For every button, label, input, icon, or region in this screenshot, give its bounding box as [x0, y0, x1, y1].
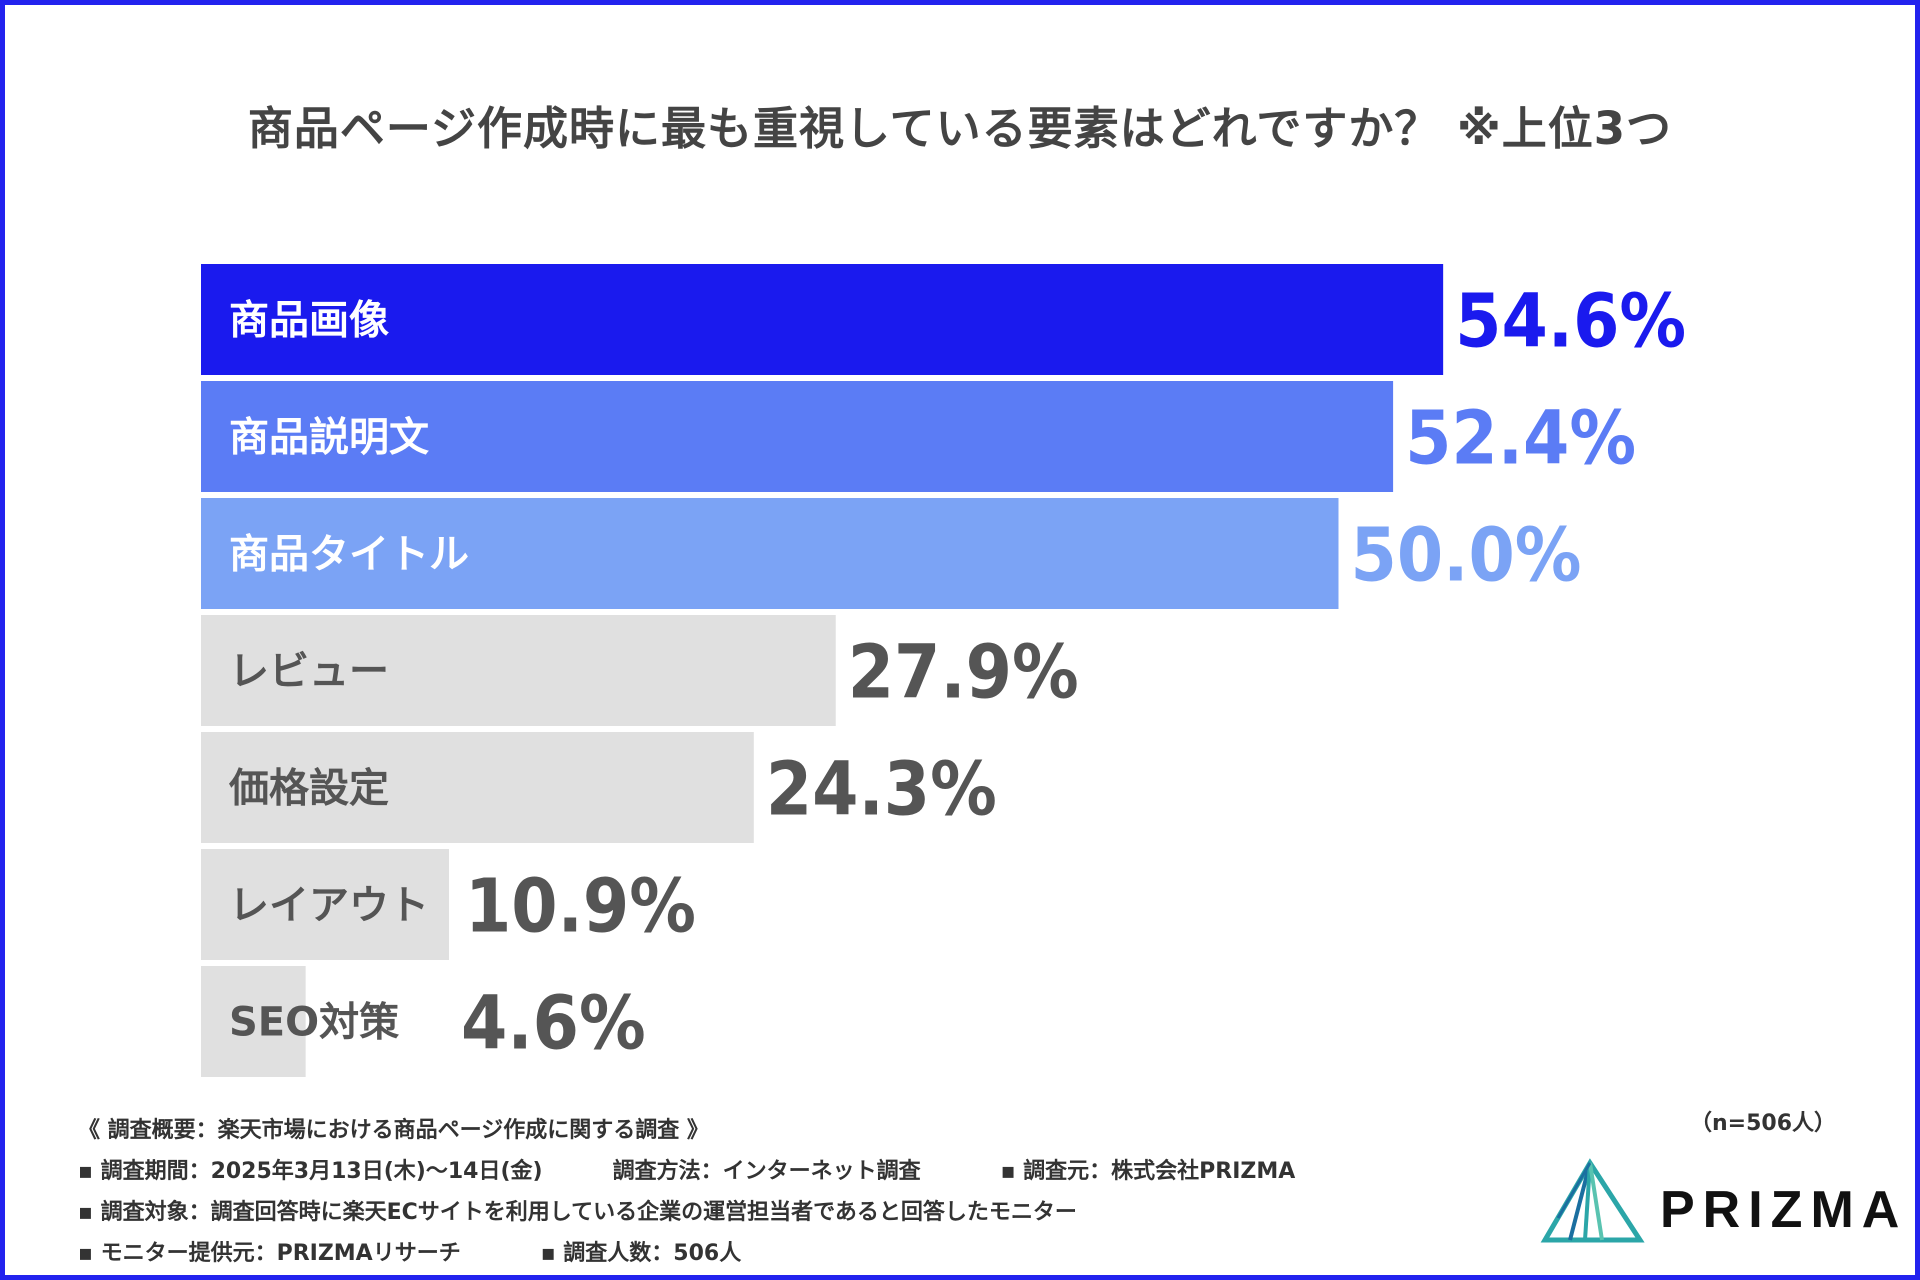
bar-chart: 商品画像 54.6% 商品説明文 52.4% 商品タイトル 50.0% レビュー 27.9% 価… [201, 264, 1686, 1077]
sample-size-note: （n=506人） [1690, 1111, 1837, 1136]
bar-6 [201, 966, 306, 1077]
footer-row-period: ▪ 調査期間：2025年3月13日(木)～14日(金) 調査方法：インターネット調… [78, 1151, 1295, 1192]
bar-3 [201, 615, 836, 726]
bar-value-label-6: 4.6% [461, 981, 646, 1067]
bar-0 [201, 264, 1444, 375]
bar-value-label-0: 54.6% [1455, 279, 1686, 365]
bar-value-label-5: 10.9% [465, 864, 696, 950]
footer-target: ▪ 調査対象：調査回答時に楽天ECサイトを利用している企業の運営担当者であると回… [78, 1200, 1077, 1225]
footer-method: 調査方法：インターネット調査 [612, 1159, 921, 1184]
bar-category-label-3: レビュー [229, 649, 389, 695]
bar-category-label-2: 商品タイトル [229, 532, 469, 578]
bar-5 [201, 849, 449, 960]
bar-value-label-2: 50.0% [1351, 513, 1582, 599]
survey-footer: 《 調査概要：楽天市場における商品ページ作成に関する調査 》 ▪ 調査期間：20… [78, 1110, 1295, 1274]
bar-value-label-1: 52.4% [1405, 396, 1636, 482]
footer-row-provider: ▪ モニター提供元：PRIZMAリサーチ ▪ 調査人数：506人 [78, 1233, 1295, 1274]
logo-text: PRIZMA [1660, 1181, 1908, 1239]
bar-4 [201, 732, 754, 843]
bar-2 [201, 498, 1339, 609]
bar-value-label-4: 24.3% [766, 747, 997, 833]
bar-category-label-6: SEO対策 [229, 1000, 399, 1046]
bar-1 [201, 381, 1394, 492]
prizma-logo: PRIZMA [1540, 1158, 1900, 1248]
bar-category-label-4: 価格設定 [228, 766, 389, 812]
prism-icon [1540, 1158, 1645, 1243]
chart-title: 商品ページ作成時に最も重視している要素はどれですか？ ※上位3つ [247, 102, 1673, 155]
footer-overview: 《 調査概要：楽天市場における商品ページ作成に関する調査 》 [78, 1118, 709, 1143]
footer-provider: ▪ モニター提供元：PRIZMAリサーチ [78, 1241, 461, 1266]
footer-source: ▪ 調査元：株式会社PRIZMA [1000, 1159, 1296, 1184]
footer-period: ▪ 調査期間：2025年3月13日(木)～14日(金) [78, 1159, 543, 1184]
bar-category-label-1: 商品説明文 [229, 415, 429, 461]
bar-category-label-5: レイアウト [229, 883, 429, 929]
footer-count: ▪ 調査人数：506人 [540, 1241, 742, 1266]
bar-category-label-0: 商品画像 [229, 298, 389, 344]
bar-value-label-3: 27.9% [848, 630, 1079, 716]
